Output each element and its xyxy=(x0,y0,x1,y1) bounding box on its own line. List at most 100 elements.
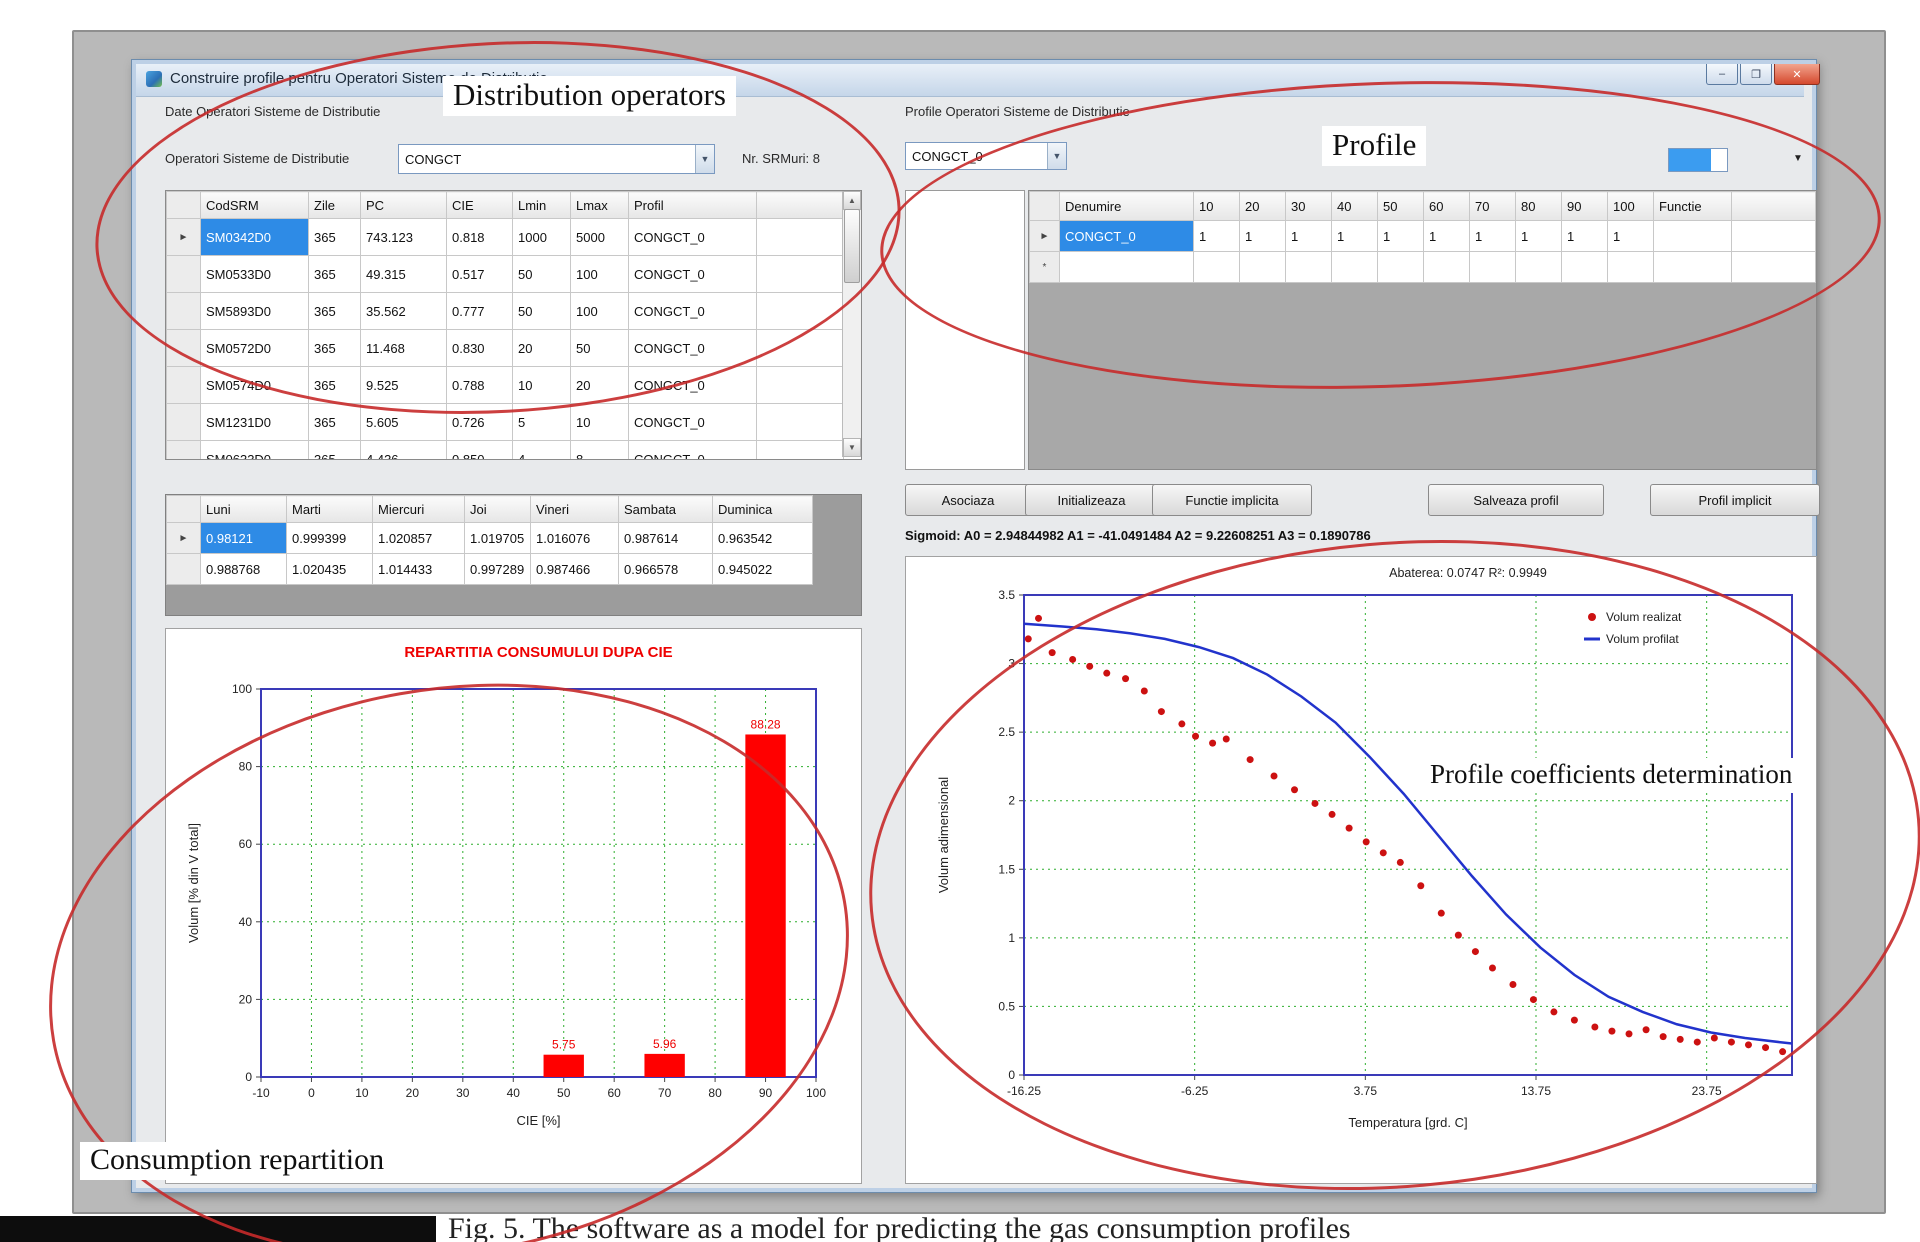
grid-cell[interactable]: 35.562 xyxy=(360,292,447,330)
grid-cell[interactable]: 365 xyxy=(308,366,361,404)
grid-cell[interactable]: 0.987466 xyxy=(530,553,619,585)
grid-cell[interactable]: 100 xyxy=(570,292,629,330)
grid-cell[interactable] xyxy=(1239,251,1286,283)
grid-cell[interactable]: 365 xyxy=(308,255,361,293)
column-header[interactable]: 90 xyxy=(1561,191,1608,221)
grid-cell[interactable]: 1.020435 xyxy=(286,553,373,585)
grid-cell[interactable]: 4.436 xyxy=(360,440,447,459)
column-header[interactable]: 10 xyxy=(1193,191,1240,221)
grid-cell[interactable]: SM1231D0 xyxy=(200,403,309,441)
row-selector[interactable]: ► xyxy=(166,522,201,554)
profile-combobox[interactable]: CONGCT_0 ▼ xyxy=(905,142,1067,170)
column-header[interactable]: Functie xyxy=(1653,191,1732,221)
asociaza-button[interactable]: Asociaza xyxy=(905,484,1031,516)
grid-cell[interactable]: 0.963542 xyxy=(712,522,813,554)
grid-cell[interactable]: 10 xyxy=(570,403,629,441)
grid-cell[interactable]: 1 xyxy=(1377,220,1424,252)
dropdown-icon[interactable]: ▼ xyxy=(1793,153,1803,164)
column-header[interactable]: Marti xyxy=(286,495,373,523)
grid-cell[interactable] xyxy=(1561,251,1608,283)
minimize-button[interactable]: – xyxy=(1706,64,1738,85)
grid-cell[interactable]: 743.123 xyxy=(360,218,447,256)
grid-cell[interactable]: 20 xyxy=(570,366,629,404)
maximize-button[interactable]: ❐ xyxy=(1740,64,1772,85)
grid-cell[interactable]: SM0633D0 xyxy=(200,440,309,459)
grid-cell[interactable]: 50 xyxy=(570,329,629,367)
column-header[interactable]: 20 xyxy=(1239,191,1286,221)
column-header[interactable]: Sambata xyxy=(618,495,713,523)
grid-cell[interactable] xyxy=(1515,251,1562,283)
grid-cell[interactable]: 365 xyxy=(308,292,361,330)
grid-cell[interactable] xyxy=(1653,220,1732,252)
grid-cell[interactable]: CONGCT_0 xyxy=(628,329,757,367)
column-header[interactable]: Zile xyxy=(308,191,361,219)
functie-implicita-button[interactable]: Functie implicita xyxy=(1152,484,1312,516)
dropdown-icon[interactable]: ▼ xyxy=(1047,143,1066,169)
grid-cell[interactable]: SM0574D0 xyxy=(200,366,309,404)
salveaza-profil-button[interactable]: Salveaza profil xyxy=(1428,484,1604,516)
grid-cell[interactable]: 9.525 xyxy=(360,366,447,404)
grid-cell[interactable]: 0.777 xyxy=(446,292,513,330)
srm-grid[interactable]: CodSRM Zile PC CIE Lmin Lmax Profil ► SM0342D0 36… xyxy=(166,191,844,459)
grid-cell[interactable]: 50 xyxy=(512,292,571,330)
grid-cell[interactable]: 0.850 xyxy=(446,440,513,459)
grid-cell[interactable]: 1 xyxy=(1515,220,1562,252)
grid-cell[interactable]: 0.517 xyxy=(446,255,513,293)
dropdown-icon[interactable]: ▼ xyxy=(695,145,714,173)
grid-cell[interactable]: 365 xyxy=(308,403,361,441)
grid-cell[interactable]: CONGCT_0 xyxy=(1059,220,1194,252)
grid-cell[interactable]: 5.605 xyxy=(360,403,447,441)
row-selector[interactable]: * xyxy=(1029,251,1060,283)
grid-cell[interactable] xyxy=(1377,251,1424,283)
grid-cell[interactable]: 1 xyxy=(1285,220,1332,252)
grid-cell[interactable]: 365 xyxy=(308,440,361,459)
row-selector[interactable] xyxy=(166,440,201,459)
grid-cell[interactable]: 0.966578 xyxy=(618,553,713,585)
row-selector[interactable] xyxy=(166,255,201,293)
grid-cell[interactable]: 365 xyxy=(308,329,361,367)
column-header[interactable]: 50 xyxy=(1377,191,1424,221)
grid-cell[interactable]: 5000 xyxy=(570,218,629,256)
column-header[interactable]: Duminica xyxy=(712,495,813,523)
column-header[interactable]: 60 xyxy=(1423,191,1470,221)
grid-cell[interactable]: 20 xyxy=(512,329,571,367)
grid-cell[interactable]: 0.726 xyxy=(446,403,513,441)
column-header[interactable]: 100 xyxy=(1607,191,1654,221)
grid-cell[interactable]: CONGCT_0 xyxy=(628,440,757,459)
grid-cell[interactable] xyxy=(1331,251,1378,283)
grid-cell[interactable]: 365 xyxy=(308,218,361,256)
grid-cell[interactable]: 100 xyxy=(570,255,629,293)
column-header[interactable]: Denumire xyxy=(1059,191,1194,221)
grid-cell[interactable]: SM5893D0 xyxy=(200,292,309,330)
grid-cell[interactable]: 0.999399 xyxy=(286,522,373,554)
grid-cell[interactable]: 4 xyxy=(512,440,571,459)
grid-cell[interactable]: 50 xyxy=(512,255,571,293)
operator-combobox[interactable]: CONGCT ▼ xyxy=(398,144,715,174)
scroll-up-icon[interactable]: ▲ xyxy=(843,191,861,210)
grid-cell[interactable] xyxy=(1653,251,1732,283)
grid-cell[interactable]: 1.019705 xyxy=(464,522,531,554)
grid-cell[interactable] xyxy=(1285,251,1332,283)
scrollbar-thumb[interactable] xyxy=(844,209,860,283)
grid-cell[interactable]: 0.788 xyxy=(446,366,513,404)
grid-cell[interactable]: 0.830 xyxy=(446,329,513,367)
grid-cell[interactable] xyxy=(1059,251,1194,283)
column-header[interactable]: Luni xyxy=(200,495,287,523)
grid-cell[interactable]: 0.98121 xyxy=(200,522,287,554)
grid-cell[interactable] xyxy=(1423,251,1470,283)
column-header[interactable]: 40 xyxy=(1331,191,1378,221)
grid-cell[interactable]: SM0572D0 xyxy=(200,329,309,367)
grid-cell[interactable]: CONGCT_0 xyxy=(628,403,757,441)
column-header[interactable]: 70 xyxy=(1469,191,1516,221)
grid-cell[interactable]: 0.945022 xyxy=(712,553,813,585)
grid-cell[interactable]: 1000 xyxy=(512,218,571,256)
grid-cell[interactable]: 10 xyxy=(512,366,571,404)
grid-cell[interactable]: 49.315 xyxy=(360,255,447,293)
grid-cell[interactable]: SM0533D0 xyxy=(200,255,309,293)
week-grid[interactable]: Luni Marti Miercuri Joi Vineri Sambata Duminic… xyxy=(166,495,813,585)
grid-cell[interactable]: 1 xyxy=(1331,220,1378,252)
grid-cell[interactable] xyxy=(1469,251,1516,283)
grid-cell[interactable]: CONGCT_0 xyxy=(628,366,757,404)
column-header[interactable]: Miercuri xyxy=(372,495,465,523)
grid-cell[interactable]: 5 xyxy=(512,403,571,441)
